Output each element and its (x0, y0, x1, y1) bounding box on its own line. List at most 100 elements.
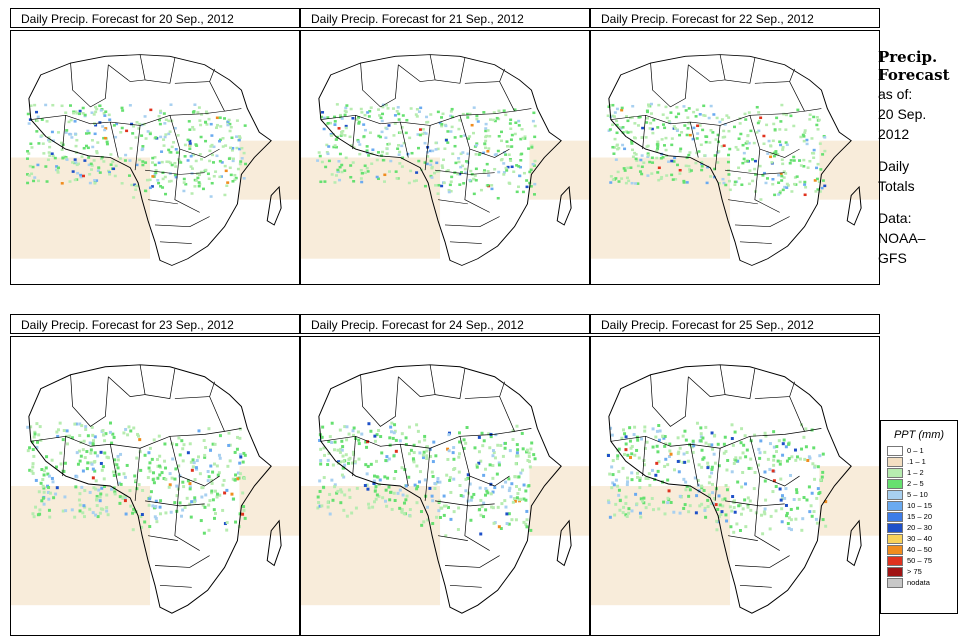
precip-cell (663, 126, 667, 130)
precip-cell (515, 190, 519, 194)
precip-cell (627, 507, 631, 511)
precip-cell (493, 153, 497, 157)
precip-cell (612, 483, 616, 487)
country-border (154, 216, 210, 227)
precip-cell (321, 111, 325, 114)
precip-cell (794, 458, 798, 462)
precip-cell (804, 186, 808, 189)
precip-cell (607, 105, 611, 108)
precip-cell (672, 160, 676, 163)
precip-cell (772, 122, 776, 126)
africa-map-svg (11, 54, 299, 266)
side-info: Precip. Forecast as of: 20 Sep. 2012 Dai… (878, 48, 963, 268)
precip-cell (167, 180, 171, 183)
precip-cell (522, 483, 526, 487)
precip-cell (182, 485, 186, 489)
precip-cell (149, 108, 153, 112)
precip-cell (492, 451, 496, 455)
precip-cell (423, 478, 427, 482)
precip-cell (148, 186, 152, 190)
country-border (360, 374, 399, 427)
precip-cell (104, 110, 108, 113)
precip-cell (81, 448, 85, 452)
precip-cell (90, 164, 94, 167)
precip-cell (62, 428, 66, 432)
precip-cell (409, 107, 413, 110)
precip-cell (92, 113, 96, 116)
precip-cell (35, 110, 39, 114)
precip-cell (44, 103, 48, 107)
precip-cell (447, 433, 451, 437)
precip-cell (225, 184, 229, 188)
precip-cell (784, 172, 788, 175)
precip-cell (403, 468, 407, 472)
precip-cell (368, 131, 372, 134)
precip-cell (794, 517, 798, 521)
precip-cell (611, 459, 615, 463)
country-border (725, 500, 785, 507)
precip-cell (180, 514, 184, 518)
precip-cell (695, 151, 699, 155)
precip-cell (132, 125, 136, 128)
precip-cell (620, 108, 624, 112)
precip-cell (806, 166, 810, 169)
precip-cell (823, 149, 827, 153)
precip-cell (515, 496, 519, 500)
legend-swatch (887, 522, 903, 533)
precip-cell (685, 133, 689, 137)
precip-cell (789, 507, 793, 511)
precip-cell (32, 515, 36, 519)
precip-cell (160, 471, 164, 475)
precip-cell (210, 491, 214, 495)
precip-cell (164, 511, 168, 515)
precip-cell (207, 528, 211, 532)
precip-cell (345, 104, 349, 107)
precip-cell (381, 112, 385, 116)
precip-cell (400, 165, 404, 168)
precip-cell (75, 451, 79, 455)
precip-cell (431, 460, 435, 464)
precip-cell (799, 135, 803, 139)
precip-cell (163, 459, 167, 463)
precip-cell (617, 180, 621, 183)
precip-cell (173, 477, 177, 481)
precip-cell (407, 475, 411, 479)
precip-cell (714, 503, 718, 507)
precip-cell (110, 487, 113, 491)
precip-cell (778, 462, 782, 466)
precip-cell (662, 123, 665, 126)
precip-cell (194, 159, 198, 163)
precip-cell (32, 435, 36, 439)
precip-cell (26, 449, 30, 453)
precip-cell (357, 140, 361, 143)
precip-cell (164, 133, 168, 136)
precip-cell (458, 484, 462, 487)
precip-cell (200, 486, 204, 490)
precip-cell (720, 145, 724, 148)
precip-cell (436, 480, 440, 484)
precip-cell (638, 511, 642, 515)
precip-cell (509, 118, 513, 122)
precip-cell (30, 172, 34, 176)
precip-cell (105, 140, 109, 144)
precip-cell (675, 129, 679, 133)
legend-title: PPT (mm) (893, 429, 945, 441)
precip-cell (45, 180, 49, 183)
precip-cell (656, 126, 660, 129)
precip-cell (381, 105, 385, 109)
precip-cell (784, 113, 788, 117)
dry-ocean-area (819, 140, 879, 200)
precip-cell (408, 136, 412, 140)
precip-cell (357, 442, 361, 446)
precip-cell (484, 139, 488, 143)
africa-map-svg (591, 54, 879, 266)
precip-cell (463, 167, 467, 171)
precip-cell (209, 448, 213, 452)
precip-cell (608, 472, 612, 476)
precip-cell (425, 121, 429, 124)
precip-cell (440, 506, 444, 510)
precip-cell (158, 464, 162, 468)
precip-cell (780, 103, 784, 107)
precip-cell (434, 148, 438, 151)
precip-cell (702, 114, 706, 117)
